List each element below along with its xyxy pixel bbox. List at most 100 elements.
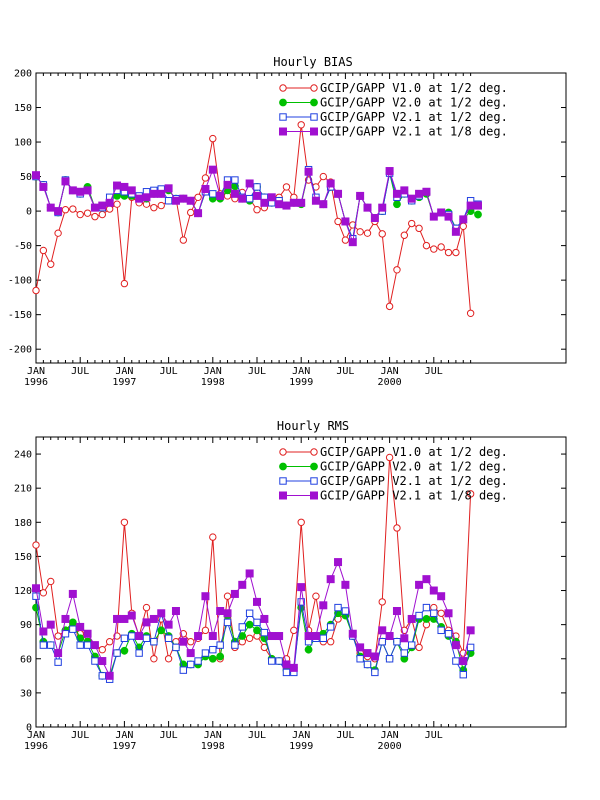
data-point [98,210,107,219]
data-point [326,575,335,584]
data-point [187,660,195,669]
x-tick-label: JAN [204,366,222,377]
data-point [113,649,121,657]
data-point [208,632,217,641]
x-tick-label: JAN [115,730,133,741]
data-point [61,177,70,186]
x-tick-label: JUL [248,730,266,741]
data-point [90,203,99,212]
legend-label: GCIP/GAPP V2.1 at 1/8 deg. [320,489,508,503]
data-point [91,657,99,665]
data-point [238,580,247,589]
data-point [83,641,92,649]
legend-label: GCIP/GAPP V1.0 at 1/2 deg. [320,445,508,459]
data-point [282,668,291,677]
data-point [209,134,217,143]
x-tick-label: JUL [425,730,443,741]
y-tick-label: 150 [14,552,32,563]
data-point [444,248,453,257]
x-tick-label: JUL [336,730,354,741]
data-point [105,638,114,646]
data-point [83,186,92,195]
data-point [378,626,387,635]
data-point [253,597,261,606]
x-tick-label: JAN [381,730,399,741]
data-point [348,238,357,247]
data-point [61,614,70,623]
x-tick-year-label: 1998 [201,377,225,388]
data-point [223,592,232,600]
data-point [120,279,129,288]
series-1 [32,121,475,317]
data-point [430,609,438,617]
data-point [113,200,121,208]
data-point [319,601,328,610]
y-tick-label: -100 [8,276,32,287]
data-point [245,620,254,629]
x-tick-label: JUL [71,366,89,377]
x-tick-year-label: 1997 [112,377,136,388]
data-point [98,657,107,666]
data-point [311,196,320,205]
x-tick-year-label: 1996 [24,741,48,752]
data-point [282,183,291,191]
data-point [304,645,313,654]
data-point [341,607,350,615]
data-point [341,580,350,589]
data-point [186,196,195,205]
data-point [76,641,84,649]
data-point [238,623,246,631]
data-point [209,533,217,541]
data-point [142,193,151,202]
data-point [451,227,460,236]
data-point [157,201,165,210]
data-point [223,609,232,618]
data-point [341,217,350,226]
data-point [149,189,158,198]
data-point [209,645,217,654]
data-point [201,649,210,657]
data-point [363,203,372,212]
data-point [69,625,77,633]
data-point [39,589,48,597]
series-4 [32,165,482,247]
data-point [415,643,423,652]
data-point [392,189,401,198]
data-point [32,541,40,549]
data-point [47,260,55,268]
data-point [231,641,239,649]
data-point [164,655,173,663]
legend-marker [279,448,287,456]
legend-marker [310,448,318,456]
data-point [179,194,188,203]
data-point [76,210,84,219]
data-point [164,184,173,193]
data-point [54,632,62,640]
data-point [319,172,327,181]
data-point [356,643,365,652]
data-point [157,189,166,198]
data-point [194,193,202,201]
data-point [326,638,335,646]
data-point [437,626,445,635]
legend: GCIP/GAPP V1.0 at 1/2 deg.GCIP/GAPP V2.0… [279,81,508,139]
data-point [407,194,416,203]
data-point [297,598,305,606]
data-point [430,245,438,253]
data-point [370,652,379,661]
data-point [319,634,328,642]
data-point [356,191,365,200]
data-point [385,302,394,311]
data-point [268,657,276,665]
data-point [408,219,416,228]
data-point [76,622,85,631]
data-point [135,649,143,657]
data-point [466,643,475,652]
data-point [290,626,298,635]
legend-marker [279,113,287,121]
legend-marker [279,477,287,485]
data-point [356,655,364,663]
data-point [105,671,114,680]
x-tick-year-label: 2000 [378,377,402,388]
legend-label: GCIP/GAPP V2.0 at 1/2 deg. [320,96,508,110]
